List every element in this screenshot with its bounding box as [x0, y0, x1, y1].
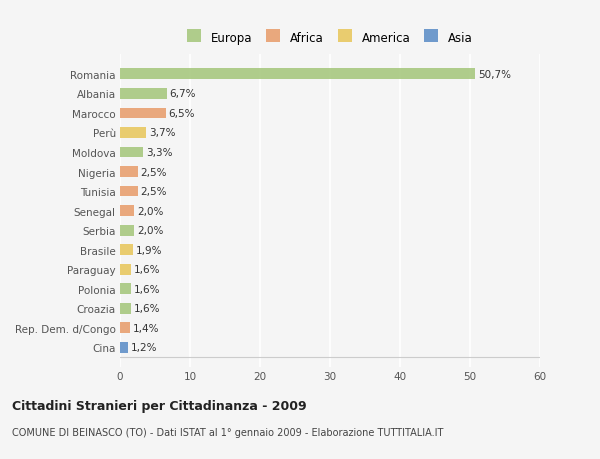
Text: 1,6%: 1,6% [134, 265, 161, 274]
Text: 2,5%: 2,5% [140, 167, 167, 177]
Bar [120, 206, 134, 217]
Text: Cittadini Stranieri per Cittadinanza - 2009: Cittadini Stranieri per Cittadinanza - 2… [12, 399, 307, 412]
Bar [120, 323, 130, 334]
Text: 1,4%: 1,4% [133, 323, 159, 333]
Bar [120, 186, 137, 197]
Text: 3,7%: 3,7% [149, 128, 175, 138]
Text: 1,6%: 1,6% [134, 304, 161, 313]
Text: 2,0%: 2,0% [137, 226, 163, 235]
Bar [120, 167, 137, 178]
Bar [120, 245, 133, 256]
Bar [120, 89, 167, 100]
Text: 2,5%: 2,5% [140, 187, 167, 196]
Bar [120, 147, 143, 158]
Text: 50,7%: 50,7% [478, 70, 511, 79]
Bar [120, 108, 166, 119]
Bar [120, 342, 128, 353]
Bar [120, 128, 146, 139]
Text: 6,5%: 6,5% [168, 109, 195, 118]
Text: 6,7%: 6,7% [170, 89, 196, 99]
Bar [120, 225, 134, 236]
Bar [120, 69, 475, 80]
Text: 1,2%: 1,2% [131, 343, 158, 353]
Bar [120, 303, 131, 314]
Text: COMUNE DI BEINASCO (TO) - Dati ISTAT al 1° gennaio 2009 - Elaborazione TUTTITALI: COMUNE DI BEINASCO (TO) - Dati ISTAT al … [12, 427, 443, 437]
Legend: Europa, Africa, America, Asia: Europa, Africa, America, Asia [185, 30, 475, 47]
Text: 3,3%: 3,3% [146, 148, 172, 157]
Text: 1,9%: 1,9% [136, 245, 163, 255]
Text: 1,6%: 1,6% [134, 284, 161, 294]
Text: 2,0%: 2,0% [137, 206, 163, 216]
Bar [120, 284, 131, 295]
Bar [120, 264, 131, 275]
